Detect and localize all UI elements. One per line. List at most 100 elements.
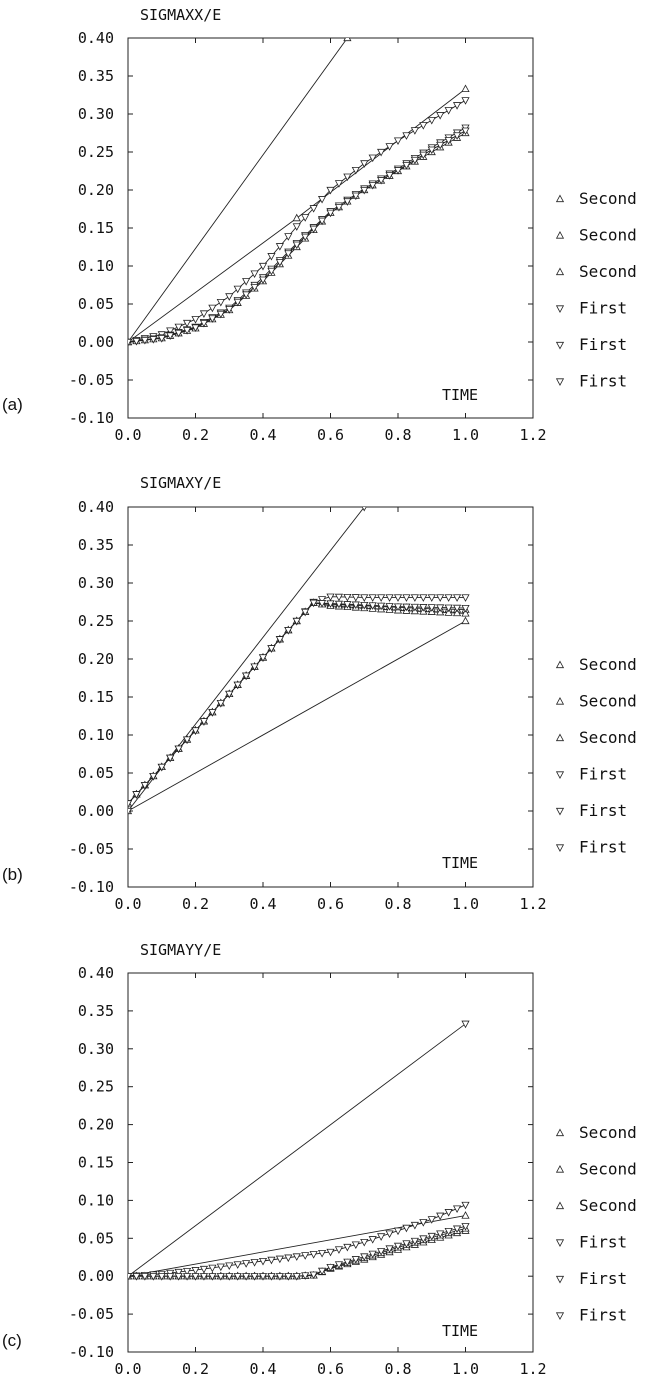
legend-entry: Second xyxy=(579,692,637,711)
series-6-point xyxy=(444,604,453,613)
legend-entry: First xyxy=(579,1233,627,1252)
legend-marker xyxy=(555,1239,565,1247)
y-tick-label: 0.30 xyxy=(78,1040,114,1058)
series-6-point xyxy=(436,604,445,612)
series-6-point xyxy=(267,1273,276,1281)
series-6-point xyxy=(452,1225,462,1234)
x-tick-label: 1.0 xyxy=(452,895,479,913)
series-5-point xyxy=(317,596,327,604)
y-tick-label: 0.15 xyxy=(78,1154,114,1172)
series-6-point xyxy=(149,1273,158,1281)
series-6-point xyxy=(360,1253,369,1261)
series-5-point xyxy=(444,1209,453,1217)
series-6-point xyxy=(393,167,403,175)
series-1-point xyxy=(461,1211,470,1219)
series-5-point xyxy=(419,1219,428,1227)
x-tick-label: 0.2 xyxy=(182,895,209,913)
x-tick-label: 0.2 xyxy=(182,1360,209,1378)
y-tick-label: 0.20 xyxy=(78,1116,114,1134)
series-6-point xyxy=(275,259,284,267)
series-4-point xyxy=(461,1020,470,1029)
series-6-point xyxy=(402,603,411,612)
legend-entry: Second xyxy=(579,189,637,208)
series-5-point xyxy=(368,1236,377,1244)
series-4-point xyxy=(267,253,276,261)
series-line-6 xyxy=(128,602,466,804)
series-6-point xyxy=(444,1228,453,1236)
series-6-point xyxy=(128,1273,133,1281)
chart-title: SIGMAYY/E xyxy=(140,941,221,959)
series-2-point xyxy=(292,213,301,222)
series-6-point xyxy=(419,1235,428,1243)
series-4-point xyxy=(242,278,251,286)
series-4-point xyxy=(317,196,327,204)
series-6-point xyxy=(250,1273,259,1281)
series-3-point xyxy=(452,608,462,617)
series-6-point xyxy=(233,681,242,690)
series-4-point xyxy=(360,160,369,168)
series-5-point xyxy=(182,1267,192,1276)
series-line-1 xyxy=(128,620,466,812)
series-6-point xyxy=(174,1273,183,1281)
series-line-5 xyxy=(128,596,466,804)
x-tick-label: 1.2 xyxy=(519,895,546,913)
series-6-point xyxy=(402,162,411,170)
series-6-point xyxy=(242,291,251,299)
legend-entry: Second xyxy=(579,226,637,245)
series-6-point xyxy=(166,754,175,763)
series-5-point xyxy=(351,1241,360,1249)
series-5-point xyxy=(275,1255,284,1264)
series-6-point xyxy=(267,267,276,276)
series-6-point xyxy=(191,1273,200,1281)
legend-marker xyxy=(555,305,565,313)
x-tick-label: 1.0 xyxy=(452,1360,479,1378)
series-6-point xyxy=(216,699,225,708)
legend-marker xyxy=(555,267,565,276)
series-6-point xyxy=(191,727,200,735)
series-6-point xyxy=(427,1232,436,1241)
y-tick-label: -0.10 xyxy=(69,1343,114,1361)
x-axis-label: TIME xyxy=(442,854,478,872)
plot-area xyxy=(128,1020,470,1281)
series-6-point xyxy=(182,327,192,335)
series-5-point xyxy=(284,1254,293,1263)
series-6-point xyxy=(360,186,369,195)
x-axis-label: TIME xyxy=(442,1322,478,1340)
series-5-point xyxy=(385,1230,394,1238)
series-6-point xyxy=(132,1273,141,1281)
legend-entry: First xyxy=(579,299,627,318)
series-6-point xyxy=(174,745,183,754)
series-6-point xyxy=(385,172,394,180)
y-tick-label: 0.30 xyxy=(78,105,114,123)
legend-entry: First xyxy=(579,1269,627,1288)
series-6-point xyxy=(343,1258,352,1267)
y-tick-label: 0.40 xyxy=(78,964,114,982)
series-4-point xyxy=(377,148,386,157)
series-4-point xyxy=(292,223,301,231)
y-tick-label: -0.05 xyxy=(69,1305,114,1323)
x-tick-label: 0.0 xyxy=(114,895,141,913)
series-3-point xyxy=(444,608,453,616)
series-6-point xyxy=(317,600,327,608)
series-6-point xyxy=(242,672,251,681)
x-tick-label: 0.2 xyxy=(182,426,209,444)
series-6-point xyxy=(419,604,428,612)
y-tick-label: 0.10 xyxy=(78,257,114,275)
y-tick-label: 0.35 xyxy=(78,536,114,554)
series-6-point xyxy=(444,137,453,145)
series-6-point xyxy=(326,209,335,218)
legend-entry: First xyxy=(579,335,627,354)
series-6-point xyxy=(233,298,242,307)
x-tick-label: 0.6 xyxy=(317,426,344,444)
series-5-point xyxy=(393,1227,403,1236)
series-line-2 xyxy=(128,602,466,804)
legend-marker xyxy=(555,807,565,816)
series-6-point xyxy=(284,1273,293,1281)
plot-area xyxy=(128,38,470,347)
series-6-point xyxy=(216,310,225,319)
series-6-point xyxy=(128,800,133,808)
series-5-point xyxy=(410,594,419,602)
legend-marker xyxy=(555,1312,565,1320)
series-4-point xyxy=(275,243,284,251)
